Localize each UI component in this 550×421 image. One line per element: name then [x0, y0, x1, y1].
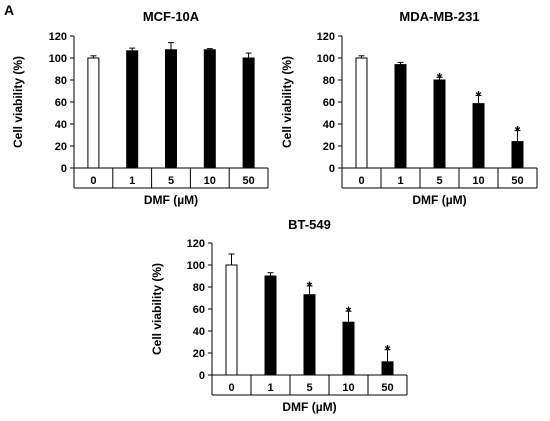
y-tick-label: 20: [55, 141, 67, 153]
x-tick-label: 1: [129, 175, 135, 187]
bar: [381, 361, 394, 376]
y-tick-label: 0: [329, 163, 335, 175]
y-tick-label: 0: [61, 163, 67, 175]
x-tick-label: 10: [472, 175, 484, 187]
bar: [225, 264, 238, 376]
significance-star: *: [346, 303, 352, 319]
y-tick-label: 120: [49, 31, 67, 43]
chart-bt-549: BT-549 0 20 40 60 80 100 120 * * * 0 1 5 10 50 DMF (µM) C…: [150, 217, 408, 414]
x-tick-label: 5: [436, 175, 442, 187]
y-tick-label: 20: [193, 348, 205, 360]
chart-title: BT-549: [288, 217, 331, 232]
chart-mda-mb-231: MDA-MB-231 0 20 40 60 80 100 120 * * * 0 1 5 10 50 DMF (…: [280, 9, 538, 207]
x-axis-label: DMF (µM): [144, 193, 198, 207]
y-axis-label: Cell viability (%): [11, 56, 25, 148]
bar: [303, 294, 316, 376]
x-axis-label: DMF (µM): [412, 193, 466, 207]
x-tick-label: 10: [204, 175, 216, 187]
chart-title: MCF-10A: [143, 9, 200, 24]
bar: [472, 103, 485, 169]
significance-star: *: [476, 87, 482, 103]
y-axis-label: Cell viability (%): [280, 56, 294, 148]
y-tick-label: 60: [323, 97, 335, 109]
y-tick-label: 40: [323, 119, 335, 131]
bar: [165, 49, 177, 169]
significance-star: *: [307, 278, 313, 294]
bar: [242, 57, 255, 169]
bar: [355, 57, 368, 169]
y-tick-label: 120: [317, 31, 335, 43]
bar: [203, 49, 216, 169]
x-tick-label: 10: [342, 382, 354, 394]
significance-star: *: [515, 123, 521, 139]
x-axis-label: DMF (µM): [282, 400, 336, 414]
y-tick-label: 60: [55, 97, 67, 109]
panel-label: A: [4, 2, 14, 18]
y-tick-label: 100: [187, 260, 205, 272]
x-tick-label: 50: [381, 382, 393, 394]
bar: [342, 321, 355, 376]
bar: [126, 50, 139, 169]
chart-mcf10a: MCF-10A 0 20 40 60 80 100 120 0 1 5 10 50 DMF (µM) Cel…: [11, 9, 269, 207]
bar: [264, 275, 277, 376]
y-tick-label: 100: [317, 53, 335, 65]
y-tick-label: 80: [55, 75, 67, 87]
y-tick-label: 120: [187, 238, 205, 250]
bar: [511, 141, 524, 169]
x-tick-label: 0: [358, 175, 364, 187]
y-tick-label: 40: [55, 119, 67, 131]
y-tick-label: 60: [193, 304, 205, 316]
x-tick-label: 5: [168, 175, 174, 187]
bar: [87, 57, 100, 169]
y-tick-label: 80: [193, 282, 205, 294]
bar: [394, 64, 407, 169]
x-tick-label: 0: [228, 382, 234, 394]
x-tick-label: 1: [267, 382, 273, 394]
chart-title: MDA-MB-231: [399, 9, 479, 24]
significance-star: *: [385, 342, 391, 358]
y-tick-label: 0: [199, 370, 205, 382]
x-tick-label: 50: [242, 175, 254, 187]
y-tick-label: 80: [323, 75, 335, 87]
significance-star: *: [437, 69, 443, 85]
y-axis-label: Cell viability (%): [150, 263, 164, 355]
y-tick-label: 100: [49, 53, 67, 65]
x-tick-label: 1: [397, 175, 403, 187]
x-tick-label: 0: [90, 175, 96, 187]
bar: [433, 79, 446, 169]
x-tick-label: 5: [306, 382, 312, 394]
x-tick-label: 50: [511, 175, 523, 187]
y-tick-label: 20: [323, 141, 335, 153]
y-tick-label: 40: [193, 326, 205, 338]
